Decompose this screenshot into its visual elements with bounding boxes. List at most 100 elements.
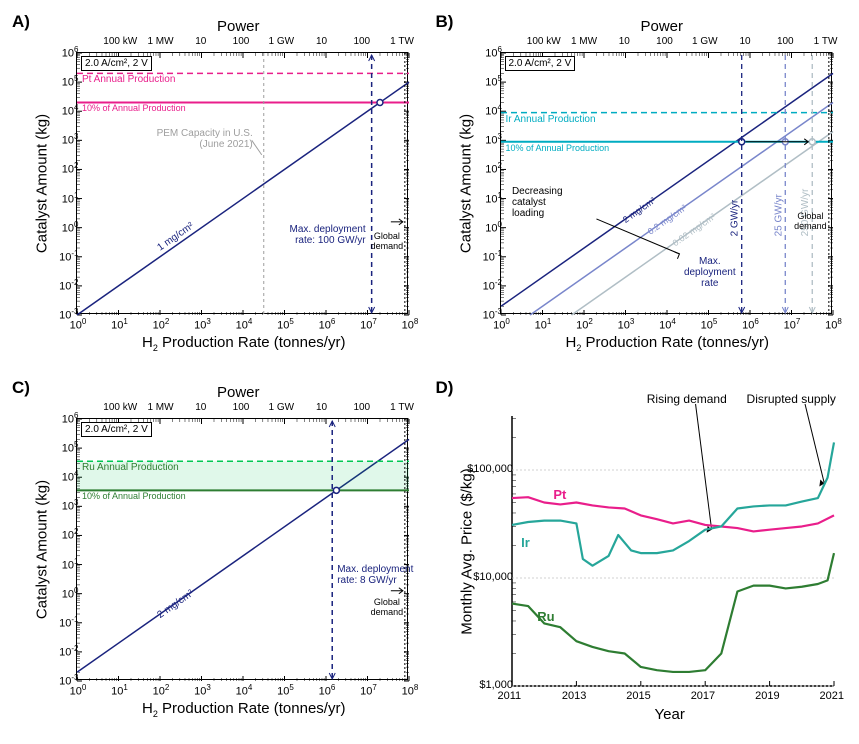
x-tick: 2011: [498, 690, 522, 702]
y-axis-title: Catalyst Amount (kg): [457, 104, 474, 264]
y-axis-title: Catalyst Amount (kg): [34, 470, 51, 630]
x-tick: 104: [232, 683, 256, 698]
panel-d-label: D): [436, 378, 454, 398]
rising-demand-label: Rising demand: [647, 392, 727, 406]
ru-annual-label: Ru Annual Production: [82, 462, 179, 473]
power-tick: 100: [221, 36, 261, 47]
y-tick: 106: [62, 45, 79, 60]
power-tick: 1 TW: [382, 402, 422, 413]
disrupted-supply-label: Disrupted supply: [747, 392, 836, 406]
x-tick: 108: [398, 317, 422, 332]
pt-annual-label: Pt Annual Production: [82, 74, 175, 85]
power-tick: 1 MW: [141, 402, 181, 413]
series-ir-label: Ir: [521, 535, 530, 550]
x-tick: 2013: [562, 690, 586, 702]
y-tick: 103: [62, 132, 79, 147]
power-tick: 100: [221, 402, 261, 413]
x-tick: 2019: [755, 690, 779, 702]
y-tick: $10,000: [473, 571, 513, 583]
top-axis-title: Power: [217, 18, 260, 35]
power-tick: 100 kW: [100, 402, 140, 413]
x-tick: 2021: [820, 690, 844, 702]
x-tick: 103: [191, 683, 215, 698]
x-tick: 107: [357, 317, 381, 332]
y-tick: 104: [485, 103, 502, 118]
y-tick: 106: [485, 45, 502, 60]
x-tick: 104: [656, 317, 680, 332]
power-tick: 100: [342, 402, 382, 413]
series-ru-label: Ru: [537, 609, 554, 624]
power-tick: 1 GW: [685, 36, 725, 47]
x-tick: 105: [274, 317, 298, 332]
x-tick: 106: [739, 317, 763, 332]
y-tick: 10-1: [483, 249, 502, 264]
x-tick: 105: [697, 317, 721, 332]
svg-text:25 GW/yr: 25 GW/yr: [773, 194, 784, 237]
power-tick: 100 kW: [100, 36, 140, 47]
x-tick: 103: [614, 317, 638, 332]
global-demand-label: Globaldemand: [789, 212, 831, 232]
x-tick: 101: [531, 317, 555, 332]
svg-text:2 mg/cm²: 2 mg/cm²: [155, 588, 196, 621]
y-tick: 10-3: [59, 673, 78, 688]
plot-area: 2 mg/cm²0.2 mg/cm²0.02 mg/cm²2 GW/yr25 G…: [500, 52, 832, 314]
y-tick: 100: [485, 220, 502, 235]
power-tick: 10: [181, 402, 221, 413]
y-tick: 10-2: [59, 644, 78, 659]
power-tick: 1 GW: [261, 402, 301, 413]
power-tick: 10: [604, 36, 644, 47]
global-demand-label: Globaldemand: [366, 232, 408, 252]
conditions-label: 2.0 A/cm², 2 V: [81, 422, 152, 437]
svg-text:2 mg/cm²: 2 mg/cm²: [620, 195, 656, 225]
power-tick: 1 TW: [382, 36, 422, 47]
svg-text:2 GW/yr: 2 GW/yr: [729, 199, 740, 236]
panel-a-label: A): [12, 12, 30, 32]
max-deploy-label: Max.deploymentrate: [674, 256, 746, 289]
power-tick: 1 TW: [806, 36, 846, 47]
x-tick: 102: [149, 683, 173, 698]
x-tick: 102: [573, 317, 597, 332]
panel-b-label: B): [436, 12, 454, 32]
max-deploy-label: Max. deploymentrate: 100 GW/yr: [266, 224, 366, 246]
x-tick: 108: [398, 683, 422, 698]
x-tick: 104: [232, 317, 256, 332]
x-tick: 105: [274, 683, 298, 698]
x-axis-title: H2 Production Rate (tonnes/yr): [142, 700, 345, 719]
y-tick: 104: [62, 469, 79, 484]
x-tick: 108: [822, 317, 846, 332]
power-tick: 1 MW: [564, 36, 604, 47]
x-tick: 2017: [691, 690, 715, 702]
global-demand-label: Globaldemand: [366, 598, 408, 618]
decreasing-loading-label: Decreasingcatalystloading: [512, 186, 582, 219]
y-tick: 10-3: [483, 307, 502, 322]
x-tick: 101: [108, 683, 132, 698]
power-tick: 100: [765, 36, 805, 47]
power-tick: 10: [181, 36, 221, 47]
y-tick: 103: [485, 132, 502, 147]
x-tick: 107: [357, 683, 381, 698]
y-tick: 102: [62, 527, 79, 542]
plot-area: [512, 416, 834, 686]
y-tick: 102: [62, 161, 79, 176]
x-tick: 2015: [626, 690, 650, 702]
y-tick: 104: [62, 103, 79, 118]
max-deploy-label: Max. deploymentrate: 8 GW/yr: [337, 564, 437, 586]
top-axis-title: Power: [641, 18, 684, 35]
x-tick: 101: [108, 317, 132, 332]
y-tick: 100: [62, 220, 79, 235]
x-tick: 106: [315, 317, 339, 332]
y-axis-title: Catalyst Amount (kg): [34, 104, 51, 264]
x-tick: 107: [780, 317, 804, 332]
conditions-label: 2.0 A/cm², 2 V: [81, 56, 152, 71]
y-tick: 102: [485, 161, 502, 176]
y-tick: 101: [62, 191, 79, 206]
x-tick: 103: [191, 317, 215, 332]
x-tick: 102: [149, 317, 173, 332]
y-tick: 103: [62, 498, 79, 513]
power-tick: 100: [645, 36, 685, 47]
y-tick: 105: [62, 74, 79, 89]
pt-10pct-label: 10% of Annual Production: [82, 103, 186, 113]
y-tick: 10-1: [59, 249, 78, 264]
y-tick: 101: [62, 557, 79, 572]
plot-area: 1 mg/cm²: [76, 52, 408, 314]
